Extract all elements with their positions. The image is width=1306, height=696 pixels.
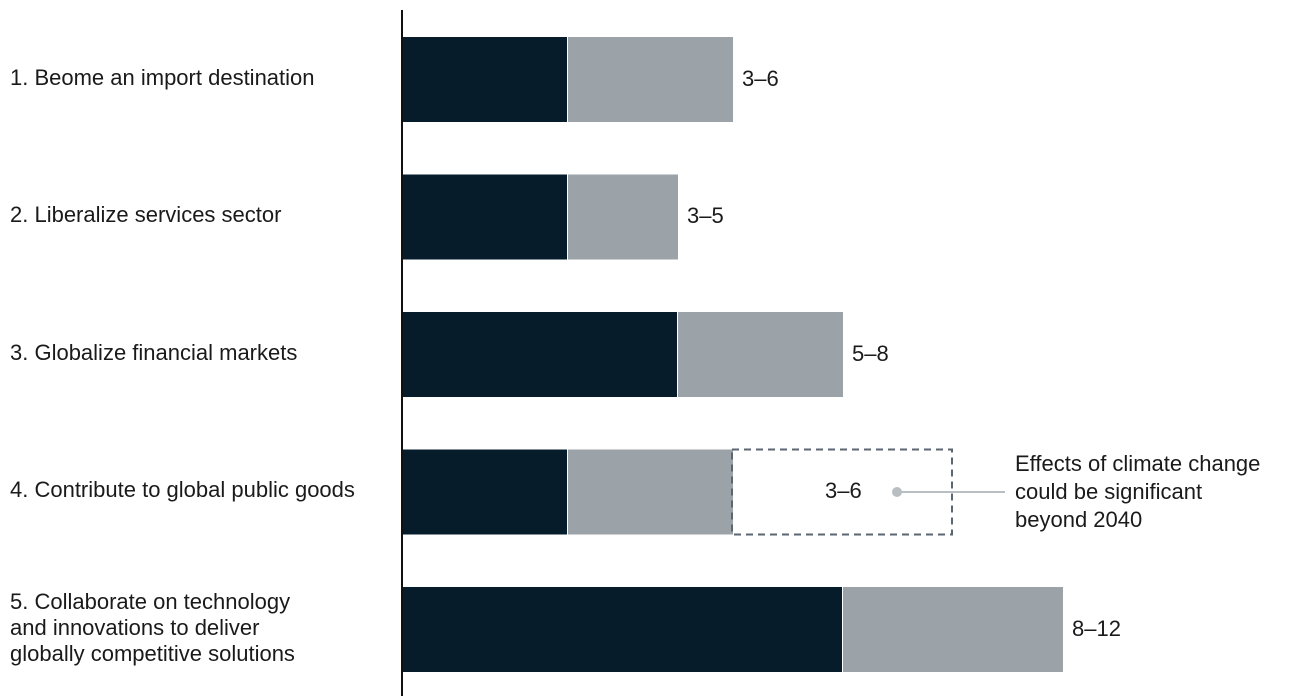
extension-value-label: 3–6 bbox=[825, 478, 862, 503]
bar-1-segment-2 bbox=[568, 37, 733, 122]
bar-3-segment-1 bbox=[403, 312, 677, 397]
annotation-dot bbox=[892, 487, 902, 497]
annotation-note: Effects of climate change could be signi… bbox=[1015, 451, 1261, 532]
value-label-3: 5–8 bbox=[852, 340, 889, 366]
bar-5-segment-2 bbox=[843, 587, 1063, 672]
category-label-5: 5. Collaborate on technology and innovat… bbox=[10, 588, 295, 666]
category-label-3: 3. Globalize financial markets bbox=[10, 339, 298, 365]
category-label-1: 1. Beome an import destination bbox=[10, 64, 315, 90]
value-label-2: 3–5 bbox=[687, 203, 724, 228]
bar-5-segment-1 bbox=[403, 587, 842, 672]
bar-4-segment-2 bbox=[568, 449, 733, 535]
value-label-5: 8–12 bbox=[1072, 615, 1121, 641]
bar-2-segment-2 bbox=[568, 174, 678, 260]
value-label-1: 3–6 bbox=[742, 65, 779, 91]
category-label-4: 4. Contribute to global public goods bbox=[10, 477, 355, 502]
extension-box bbox=[731, 448, 953, 536]
bar-4-segment-1 bbox=[403, 449, 567, 535]
bar-2-segment-1 bbox=[403, 174, 567, 260]
category-label-2: 2. Liberalize services sector bbox=[10, 202, 282, 227]
bar-3-segment-2 bbox=[678, 312, 843, 397]
bar-1-segment-1 bbox=[403, 37, 567, 122]
